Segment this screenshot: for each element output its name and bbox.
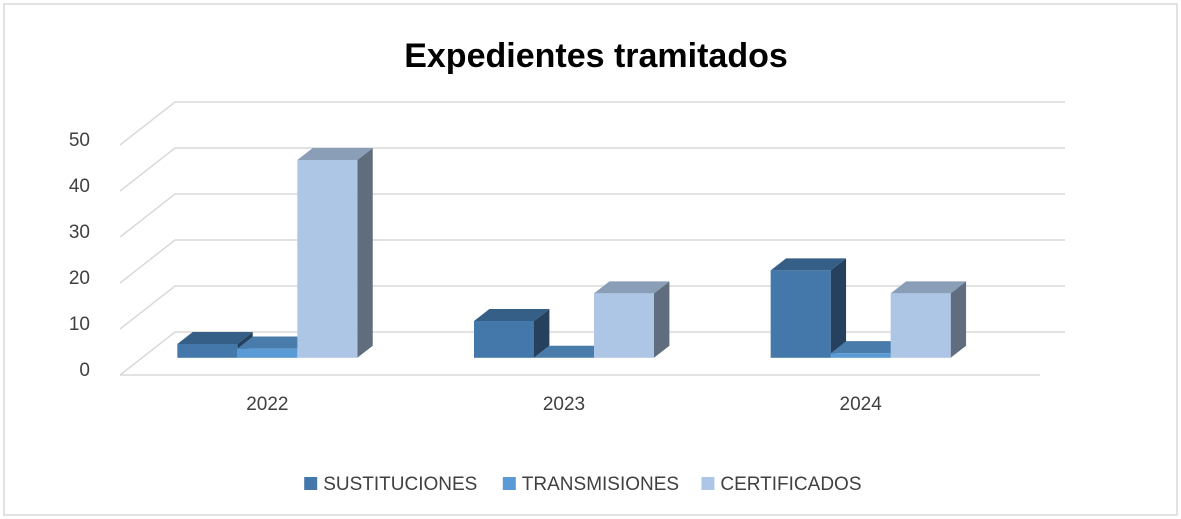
bar-top [297, 147, 373, 160]
grid-line [119, 193, 1065, 238]
bar-top [474, 308, 550, 321]
chart-title: Expedientes tramitados [404, 37, 788, 75]
bar-top [890, 281, 967, 294]
bar-front [594, 293, 654, 358]
legend-swatch [502, 477, 516, 490]
x-tick-label: 2024 [840, 394, 883, 415]
grid-line [119, 147, 1065, 192]
grid-line [119, 239, 1065, 284]
grid-line [119, 101, 1065, 146]
y-tick-label: 40 [69, 176, 90, 197]
bar-top [830, 341, 907, 354]
bar [534, 345, 610, 358]
y-tick-label: 0 [79, 360, 90, 381]
y-tick-label: 10 [69, 314, 90, 335]
bar [770, 258, 847, 358]
legend-label: SUSTITUCIONES [323, 474, 477, 495]
bar-top [534, 345, 610, 358]
legend-label: TRANSMISIONES [522, 474, 679, 495]
bar-top [770, 258, 847, 271]
bar-front [830, 353, 891, 358]
x-tick-label: 2023 [543, 394, 585, 415]
bar-side [534, 308, 550, 358]
bar-front [237, 348, 298, 358]
y-tick-label: 50 [69, 130, 90, 151]
x-tick-label: 2022 [246, 394, 288, 415]
bar-front [474, 321, 534, 358]
bar-front [297, 160, 358, 358]
bar [890, 281, 967, 358]
bar-top [177, 331, 253, 344]
bar [594, 281, 670, 358]
legend-swatch [304, 477, 318, 490]
bar-front [890, 293, 951, 358]
legend-label: CERTIFICADOS [720, 474, 861, 495]
bar [177, 331, 253, 358]
y-tick-label: 20 [69, 268, 90, 289]
bar-side [654, 281, 670, 358]
grid-line [119, 285, 1065, 330]
bar-front [770, 270, 831, 358]
bar-side [357, 147, 373, 358]
bar [474, 308, 550, 358]
bar [297, 147, 373, 358]
y-tick-label: 30 [69, 222, 90, 243]
bar-top [594, 281, 670, 294]
bar-front [177, 344, 238, 358]
bar-side [950, 281, 967, 358]
bar-top [237, 336, 313, 349]
grid-line [119, 331, 1065, 376]
legend-swatch [701, 477, 715, 490]
bar-side [830, 258, 847, 358]
chart-border [3, 3, 1178, 516]
